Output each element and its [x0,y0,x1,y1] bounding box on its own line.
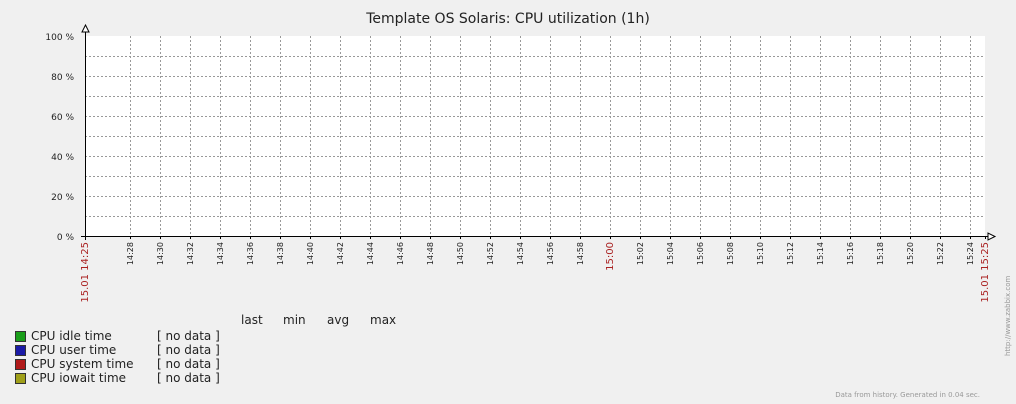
x-axis-tick-label: 14:42 [336,242,345,265]
legend-row-system: CPU system time [ no data ] [15,357,315,371]
y-axis-tick-label: 100 % [45,33,74,43]
x-axis-tick-label: 15:12 [786,242,795,265]
x-axis-tick-label: 15:24 [966,242,975,265]
x-axis-tick-label: 14:40 [306,242,315,265]
axes [81,23,997,241]
legend-swatch-system [15,359,26,370]
legend-row-iowait: CPU iowait time [ no data ] [15,371,315,385]
y-axis-tick-labels: 0 % 20 % 40 % 60 % 80 % 100 % [45,33,74,243]
grid-horizontal [85,56,985,217]
x-axis-tick-label: 15:06 [696,242,705,265]
y-axis-tick-label: 0 % [57,233,75,243]
x-axis-tick-label: 15:10 [756,242,765,265]
y-axis-tick-label: 80 % [51,73,74,83]
x-axis-tick-label: 14:46 [396,242,405,265]
x-axis-tick-label: 14:34 [216,242,225,265]
chart-title: Template OS Solaris: CPU utilization (1h… [365,11,650,27]
legend-series-name: CPU iowait time [31,371,127,385]
x-axis-tick-label: 14:54 [516,242,525,265]
x-axis-tick-label: 14:28 [126,242,135,265]
x-axis-tick-label: 14:30 [156,242,165,265]
legend-series-name: CPU system time [31,357,134,371]
legend-swatch-idle [15,331,26,342]
x-axis-tick-label: 15:00 [605,242,616,271]
x-axis-tick-label: 14:58 [576,242,585,265]
legend-row-user: CPU user time [ no data ] [15,343,315,357]
x-axis-tick-label: 14:56 [546,242,555,265]
legend-series-value: [ no data ] [157,357,220,371]
x-axis-tick-label: 15:02 [636,242,645,265]
legend-header-max: max [370,313,397,327]
x-axis-tick-label: 14:48 [426,242,435,265]
x-axis-tick-label: 14:50 [456,242,465,265]
x-axis-tick-label: 15.01 14:25 [80,242,91,303]
legend-series-name: CPU idle time [31,329,112,343]
x-axis-arrow [987,232,997,241]
side-url-text: http://www.zabbix.com [1004,275,1012,356]
legend-header: last min avg max [15,313,435,329]
x-axis-tick-labels: 15.01 14:25 14:28 14:30 14:32 14:34 14:36 14:3… [80,242,991,303]
x-axis-tick-label: 15:08 [726,242,735,265]
x-axis-tick-label: 14:32 [186,242,195,265]
side-url: http://www.zabbix.com [1004,248,1012,358]
x-axis-tick-label: 15:20 [906,242,915,265]
legend-series-value: [ no data ] [157,329,220,343]
legend-series-name: CPU user time [31,343,117,357]
legend-header-avg: avg [327,313,350,327]
y-axis-tick-label: 40 % [51,153,74,163]
legend-swatch-iowait [15,373,26,384]
x-axis-tick-label: 15:22 [936,242,945,265]
legend-header-min: min [283,313,306,327]
footer-note: Data from history. Generated in 0.04 sec… [835,391,980,399]
legend-row-idle: CPU idle time [ no data ] [15,329,315,343]
x-axis-tick-label: 14:38 [276,242,285,265]
y-axis-tick-label: 60 % [51,113,74,123]
x-axis-tick-label: 15:04 [666,242,675,265]
x-axis-tick-label: 14:36 [246,242,255,265]
y-axis-arrow [81,23,90,33]
grid-vertical [130,36,971,236]
legend-swatch-user [15,345,26,356]
legend-series-value: [ no data ] [157,343,220,357]
legend-header-last: last [241,313,263,327]
x-axis-tick-label: 15:14 [816,242,825,265]
x-axis-tick-label: 15:16 [846,242,855,265]
x-axis-tick-label: 15:18 [876,242,885,265]
x-axis-tick-label: 14:52 [486,242,495,265]
x-axis-tick-label: 15.01 15:25 [980,242,991,303]
y-axis-tick-label: 20 % [51,193,74,203]
x-axis-tick-label: 14:44 [366,242,375,265]
legend-series-value: [ no data ] [157,371,220,385]
